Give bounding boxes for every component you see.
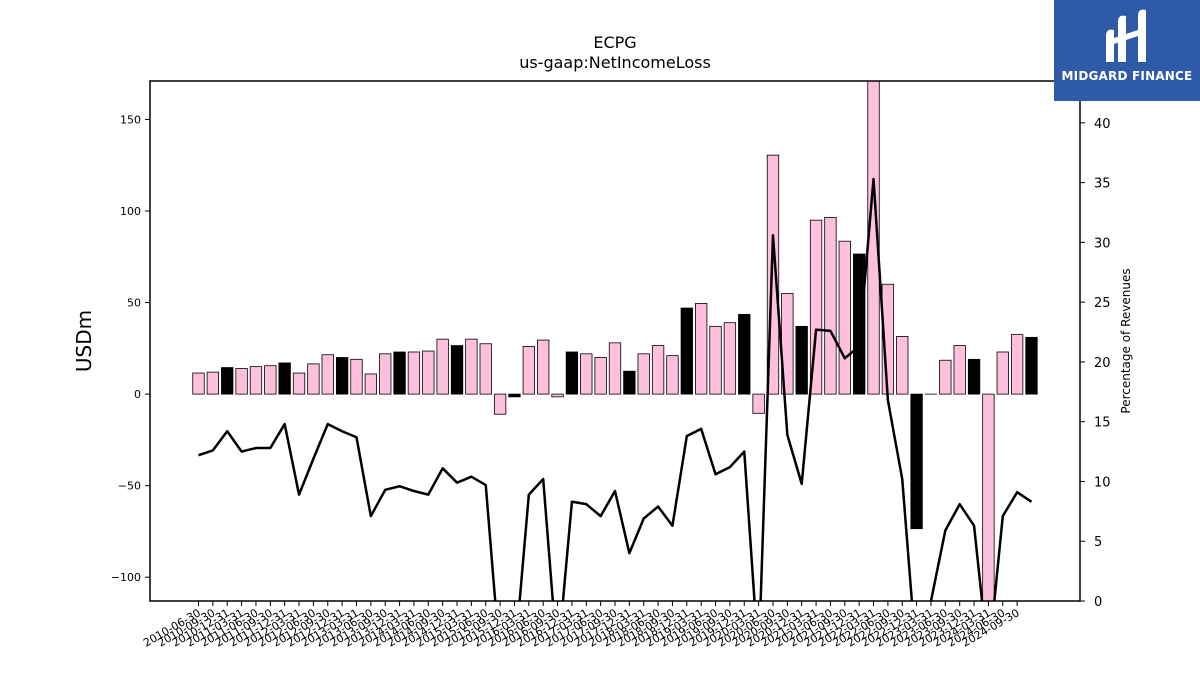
chart-title: ECPG <box>593 33 636 52</box>
chart-subtitle: us-gaap:NetIncomeLoss <box>519 53 711 72</box>
bar-15 <box>407 351 421 395</box>
right-tick-label-8: 40 <box>1094 117 1111 132</box>
bar-38 <box>738 314 751 395</box>
bar-7 <box>292 372 306 395</box>
bar-20 <box>479 343 492 395</box>
left-tick-label-3: 50 <box>127 297 141 310</box>
bar-54 <box>967 358 981 395</box>
right-tick-label-5: 25 <box>1094 296 1111 311</box>
bar-49 <box>896 336 909 395</box>
left-tick-label-0: −100 <box>111 571 141 584</box>
bar-57 <box>1010 334 1024 395</box>
bar-31 <box>637 353 650 395</box>
bar-32 <box>651 345 665 395</box>
bar-34 <box>680 307 693 395</box>
bar-55 <box>982 393 995 602</box>
bar-6 <box>278 362 291 395</box>
left-tick-label-2: 0 <box>134 388 141 401</box>
bar-52 <box>939 359 952 395</box>
bar-3 <box>235 368 248 395</box>
bar-4 <box>249 366 263 395</box>
bar-30 <box>623 370 636 395</box>
bar-46 <box>853 253 866 395</box>
bar-19 <box>465 338 478 395</box>
bar-36 <box>709 325 722 395</box>
bar-13 <box>379 353 392 395</box>
right-tick-label-4: 20 <box>1094 356 1111 371</box>
bar-1 <box>206 371 220 395</box>
left-tick-label-5: 150 <box>120 113 141 126</box>
right-tick-label-6: 30 <box>1094 236 1111 251</box>
right-tick-label-2: 10 <box>1094 475 1111 490</box>
bar-11 <box>350 358 363 395</box>
left-tick-label-1: −50 <box>118 480 141 493</box>
bar-27 <box>580 353 593 395</box>
bar-series <box>192 80 1038 602</box>
bar-5 <box>264 365 277 395</box>
bar-10 <box>335 357 349 395</box>
midgard-finance-logo: MIDGARD FINANCE <box>1054 0 1200 101</box>
y-axis-right-label: Percentage of Revenues <box>1119 268 1133 413</box>
bar-9 <box>321 354 334 395</box>
bar-42 <box>795 325 808 395</box>
left-tick-label-4: 100 <box>120 205 141 218</box>
bar-17 <box>436 338 449 395</box>
bar-24 <box>537 339 550 395</box>
bar-23 <box>522 346 535 395</box>
right-tick-label-7: 35 <box>1094 177 1111 192</box>
bar-39 <box>752 393 765 414</box>
midgard-logo-icon <box>1106 9 1146 63</box>
revenue-percentage-line <box>198 177 1033 601</box>
bar-50 <box>910 393 923 530</box>
bar-22 <box>508 393 521 398</box>
right-tick-label-3: 15 <box>1094 416 1111 431</box>
right-tick-label-1: 5 <box>1094 535 1102 550</box>
bar-35 <box>695 303 708 395</box>
bar-12 <box>364 373 377 395</box>
right-y-axis: 0 5 10 15 20 25 30 35 40 <box>1080 117 1111 610</box>
bar-29 <box>608 342 622 395</box>
bar-53 <box>953 345 966 395</box>
bar-43 <box>809 219 823 395</box>
bar-44 <box>824 217 837 395</box>
logo-text: MIDGARD FINANCE <box>1061 69 1193 83</box>
right-tick-label-0: 0 <box>1094 595 1102 610</box>
bar-0 <box>192 372 205 395</box>
bar-26 <box>565 351 579 395</box>
bar-21 <box>493 393 507 415</box>
bar-40 <box>766 154 780 395</box>
bar-45 <box>838 240 851 395</box>
x-axis: 2010-06-302010-09-302010-12-312011-03-31… <box>141 601 1022 650</box>
bar-58 <box>1025 336 1038 395</box>
bar-33 <box>666 355 679 395</box>
bar-8 <box>307 363 320 395</box>
bar-28 <box>594 357 607 395</box>
bar-14 <box>393 351 406 395</box>
bar-25 <box>551 393 564 398</box>
bar-37 <box>723 322 737 395</box>
bar-18 <box>450 345 464 395</box>
left-y-axis: −100 −50 0 50 100 150 <box>111 113 150 584</box>
y-axis-left-label: USDm <box>72 310 96 372</box>
bar-16 <box>422 350 435 395</box>
line-series <box>198 177 1033 601</box>
bar-56 <box>996 351 1009 395</box>
plot-frame <box>149 80 1081 602</box>
bar-2 <box>221 367 234 395</box>
